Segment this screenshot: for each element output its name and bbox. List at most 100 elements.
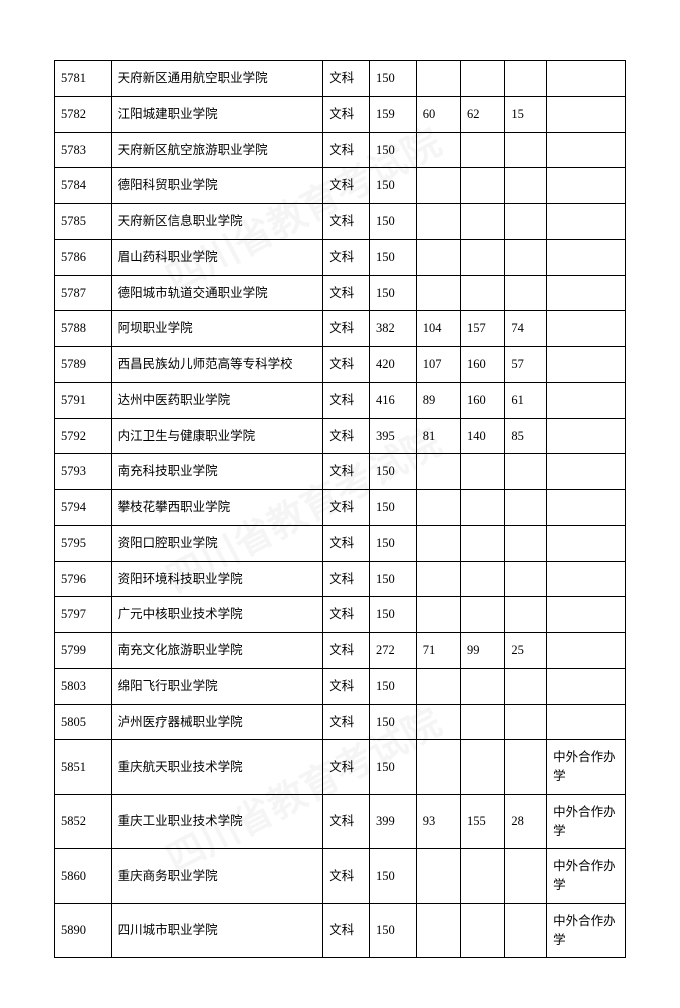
table-row: 5786眉山药科职业学院文科150	[55, 239, 626, 275]
table-cell: 5852	[55, 794, 112, 849]
table-cell	[461, 903, 505, 958]
table-cell: 5796	[55, 561, 112, 597]
table-cell	[461, 704, 505, 740]
table-cell: 104	[416, 311, 460, 347]
table-cell: 重庆商务职业学院	[111, 849, 323, 904]
table-cell: 5851	[55, 740, 112, 795]
table-cell: 文科	[323, 96, 370, 132]
table-row: 5795资阳口腔职业学院文科150	[55, 525, 626, 561]
table-cell	[416, 168, 460, 204]
table-cell: 中外合作办学	[547, 849, 626, 904]
table-cell: 眉山药科职业学院	[111, 239, 323, 275]
table-cell: 达州中医药职业学院	[111, 382, 323, 418]
table-cell	[416, 239, 460, 275]
table-cell: 150	[370, 704, 417, 740]
table-cell: 文科	[323, 794, 370, 849]
table-row: 5803绵阳飞行职业学院文科150	[55, 668, 626, 704]
table-cell: 150	[370, 275, 417, 311]
table-row: 5792内江卫生与健康职业学院文科3958114085	[55, 418, 626, 454]
table-cell: 攀枝花攀西职业学院	[111, 490, 323, 526]
table-cell: 150	[370, 168, 417, 204]
table-cell: 资阳口腔职业学院	[111, 525, 323, 561]
table-cell: 西昌民族幼儿师范高等专科学校	[111, 347, 323, 383]
table-cell: 资阳环境科技职业学院	[111, 561, 323, 597]
table-cell: 南充科技职业学院	[111, 454, 323, 490]
table-cell	[505, 454, 547, 490]
table-cell: 15	[505, 96, 547, 132]
table-cell: 150	[370, 668, 417, 704]
table-cell	[416, 490, 460, 526]
table-cell: 150	[370, 903, 417, 958]
table-cell: 文科	[323, 347, 370, 383]
table-row: 5799南充文化旅游职业学院文科272719925	[55, 633, 626, 669]
table-cell	[505, 490, 547, 526]
table-cell	[505, 668, 547, 704]
table-cell	[461, 525, 505, 561]
table-cell	[416, 704, 460, 740]
table-cell: 160	[461, 347, 505, 383]
table-row: 5797广元中核职业技术学院文科150	[55, 597, 626, 633]
table-cell: 62	[461, 96, 505, 132]
table-cell: 150	[370, 239, 417, 275]
table-cell: 重庆航天职业技术学院	[111, 740, 323, 795]
table-cell: 文科	[323, 132, 370, 168]
page-container: 四川省教育考试院 四川省教育考试院 四川省教育考试院 5781天府新区通用航空职…	[0, 0, 680, 1008]
table-cell	[461, 740, 505, 795]
table-cell	[505, 275, 547, 311]
table-cell	[416, 132, 460, 168]
table-cell	[505, 740, 547, 795]
table-cell: 重庆工业职业技术学院	[111, 794, 323, 849]
table-cell: 文科	[323, 61, 370, 97]
table-cell: 5795	[55, 525, 112, 561]
table-cell: 天府新区航空旅游职业学院	[111, 132, 323, 168]
table-cell: 399	[370, 794, 417, 849]
table-cell	[547, 168, 626, 204]
table-cell: 德阳城市轨道交通职业学院	[111, 275, 323, 311]
table-cell: 绵阳飞行职业学院	[111, 668, 323, 704]
table-cell: 文科	[323, 239, 370, 275]
table-cell: 60	[416, 96, 460, 132]
table-cell	[547, 204, 626, 240]
table-row: 5784德阳科贸职业学院文科150	[55, 168, 626, 204]
table-cell: 5860	[55, 849, 112, 904]
table-cell	[505, 561, 547, 597]
data-table: 5781天府新区通用航空职业学院文科1505782江阳城建职业学院文科15960…	[54, 60, 626, 958]
table-row: 5890四川城市职业学院文科150中外合作办学	[55, 903, 626, 958]
table-cell: 85	[505, 418, 547, 454]
table-cell	[547, 418, 626, 454]
table-row: 5796资阳环境科技职业学院文科150	[55, 561, 626, 597]
table-cell: 中外合作办学	[547, 903, 626, 958]
table-cell: 广元中核职业技术学院	[111, 597, 323, 633]
table-cell: 文科	[323, 382, 370, 418]
table-cell: 74	[505, 311, 547, 347]
table-cell	[505, 849, 547, 904]
table-cell: 文科	[323, 849, 370, 904]
table-cell: 德阳科贸职业学院	[111, 168, 323, 204]
table-cell	[416, 275, 460, 311]
table-cell	[461, 204, 505, 240]
table-row: 5783天府新区航空旅游职业学院文科150	[55, 132, 626, 168]
table-cell	[416, 61, 460, 97]
table-cell	[416, 597, 460, 633]
table-cell: 5786	[55, 239, 112, 275]
table-cell: 155	[461, 794, 505, 849]
table-row: 5781天府新区通用航空职业学院文科150	[55, 61, 626, 97]
table-cell	[505, 204, 547, 240]
table-cell	[416, 903, 460, 958]
table-cell: 150	[370, 525, 417, 561]
table-row: 5791达州中医药职业学院文科4168916061	[55, 382, 626, 418]
table-cell	[461, 239, 505, 275]
table-cell: 南充文化旅游职业学院	[111, 633, 323, 669]
table-cell	[547, 61, 626, 97]
table-cell: 文科	[323, 490, 370, 526]
table-row: 5852重庆工业职业技术学院文科3999315528中外合作办学	[55, 794, 626, 849]
table-cell	[505, 239, 547, 275]
table-cell: 天府新区通用航空职业学院	[111, 61, 323, 97]
table-row: 5794攀枝花攀西职业学院文科150	[55, 490, 626, 526]
table-cell: 416	[370, 382, 417, 418]
table-cell: 150	[370, 561, 417, 597]
table-cell: 5787	[55, 275, 112, 311]
table-cell	[547, 311, 626, 347]
table-cell	[416, 525, 460, 561]
table-cell: 420	[370, 347, 417, 383]
